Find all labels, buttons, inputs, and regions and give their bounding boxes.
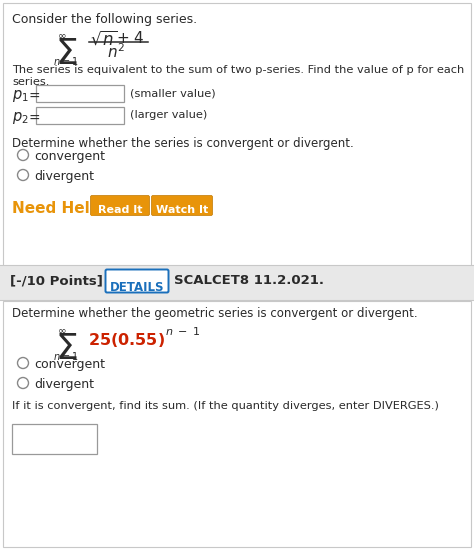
Text: The series is equivalent to the sum of two p-series. Find the value of p for eac: The series is equivalent to the sum of t… [12, 65, 464, 87]
Circle shape [18, 170, 28, 181]
FancyBboxPatch shape [152, 195, 212, 216]
Text: Read It: Read It [98, 205, 142, 215]
Text: $\infty$: $\infty$ [57, 30, 66, 40]
Bar [0, 265, 474, 300]
Bar [36, 107, 124, 124]
Text: $\Sigma$: $\Sigma$ [55, 334, 78, 367]
Text: $\Sigma$: $\Sigma$ [55, 39, 78, 72]
Circle shape [18, 357, 28, 368]
Bar [12, 424, 97, 454]
Text: DETAILS: DETAILS [110, 281, 164, 294]
Bar [36, 85, 124, 102]
Text: $+\ 4$: $+\ 4$ [116, 30, 145, 46]
Text: convergent: convergent [34, 150, 105, 163]
Text: $n^2$: $n^2$ [107, 42, 125, 61]
Text: Determine whether the geometric series is convergent or divergent.: Determine whether the geometric series i… [12, 307, 418, 320]
Bar [3, 301, 471, 547]
Text: $=$: $=$ [26, 88, 41, 102]
Text: If it is convergent, find its sum. (If the quantity diverges, enter DIVERGES.): If it is convergent, find its sum. (If t… [12, 401, 439, 411]
Text: (smaller value): (smaller value) [130, 88, 216, 98]
Circle shape [18, 149, 28, 160]
Text: convergent: convergent [34, 358, 105, 371]
Text: SCALCET8 11.2.021.: SCALCET8 11.2.021. [174, 274, 324, 287]
Text: $p_2$: $p_2$ [12, 110, 29, 126]
Text: $\mathbf{25(0.55)}$: $\mathbf{25(0.55)}$ [88, 331, 165, 349]
Text: Need Help?: Need Help? [12, 201, 109, 216]
Text: divergent: divergent [34, 170, 94, 183]
Text: Watch It: Watch It [156, 205, 208, 215]
Text: $p_1$: $p_1$ [12, 88, 29, 104]
FancyBboxPatch shape [91, 195, 149, 216]
Bar [3, 3, 471, 267]
Bar [0, 0, 474, 269]
Text: divergent: divergent [34, 378, 94, 391]
Text: $\infty$: $\infty$ [57, 325, 66, 335]
Circle shape [18, 378, 28, 389]
FancyBboxPatch shape [106, 270, 168, 293]
Text: (larger value): (larger value) [130, 110, 207, 120]
Text: [-/10 Points]: [-/10 Points] [10, 274, 103, 287]
Text: $n=1$: $n=1$ [53, 350, 78, 362]
Text: Consider the following series.: Consider the following series. [12, 13, 197, 26]
Text: Determine whether the series is convergent or divergent.: Determine whether the series is converge… [12, 137, 354, 150]
Text: $n=1$: $n=1$ [53, 55, 78, 67]
Text: $=$: $=$ [26, 110, 41, 124]
Text: $n\ -\ 1$: $n\ -\ 1$ [165, 325, 201, 337]
Bar [0, 301, 474, 549]
Text: $\sqrt{n}$: $\sqrt{n}$ [90, 30, 117, 49]
